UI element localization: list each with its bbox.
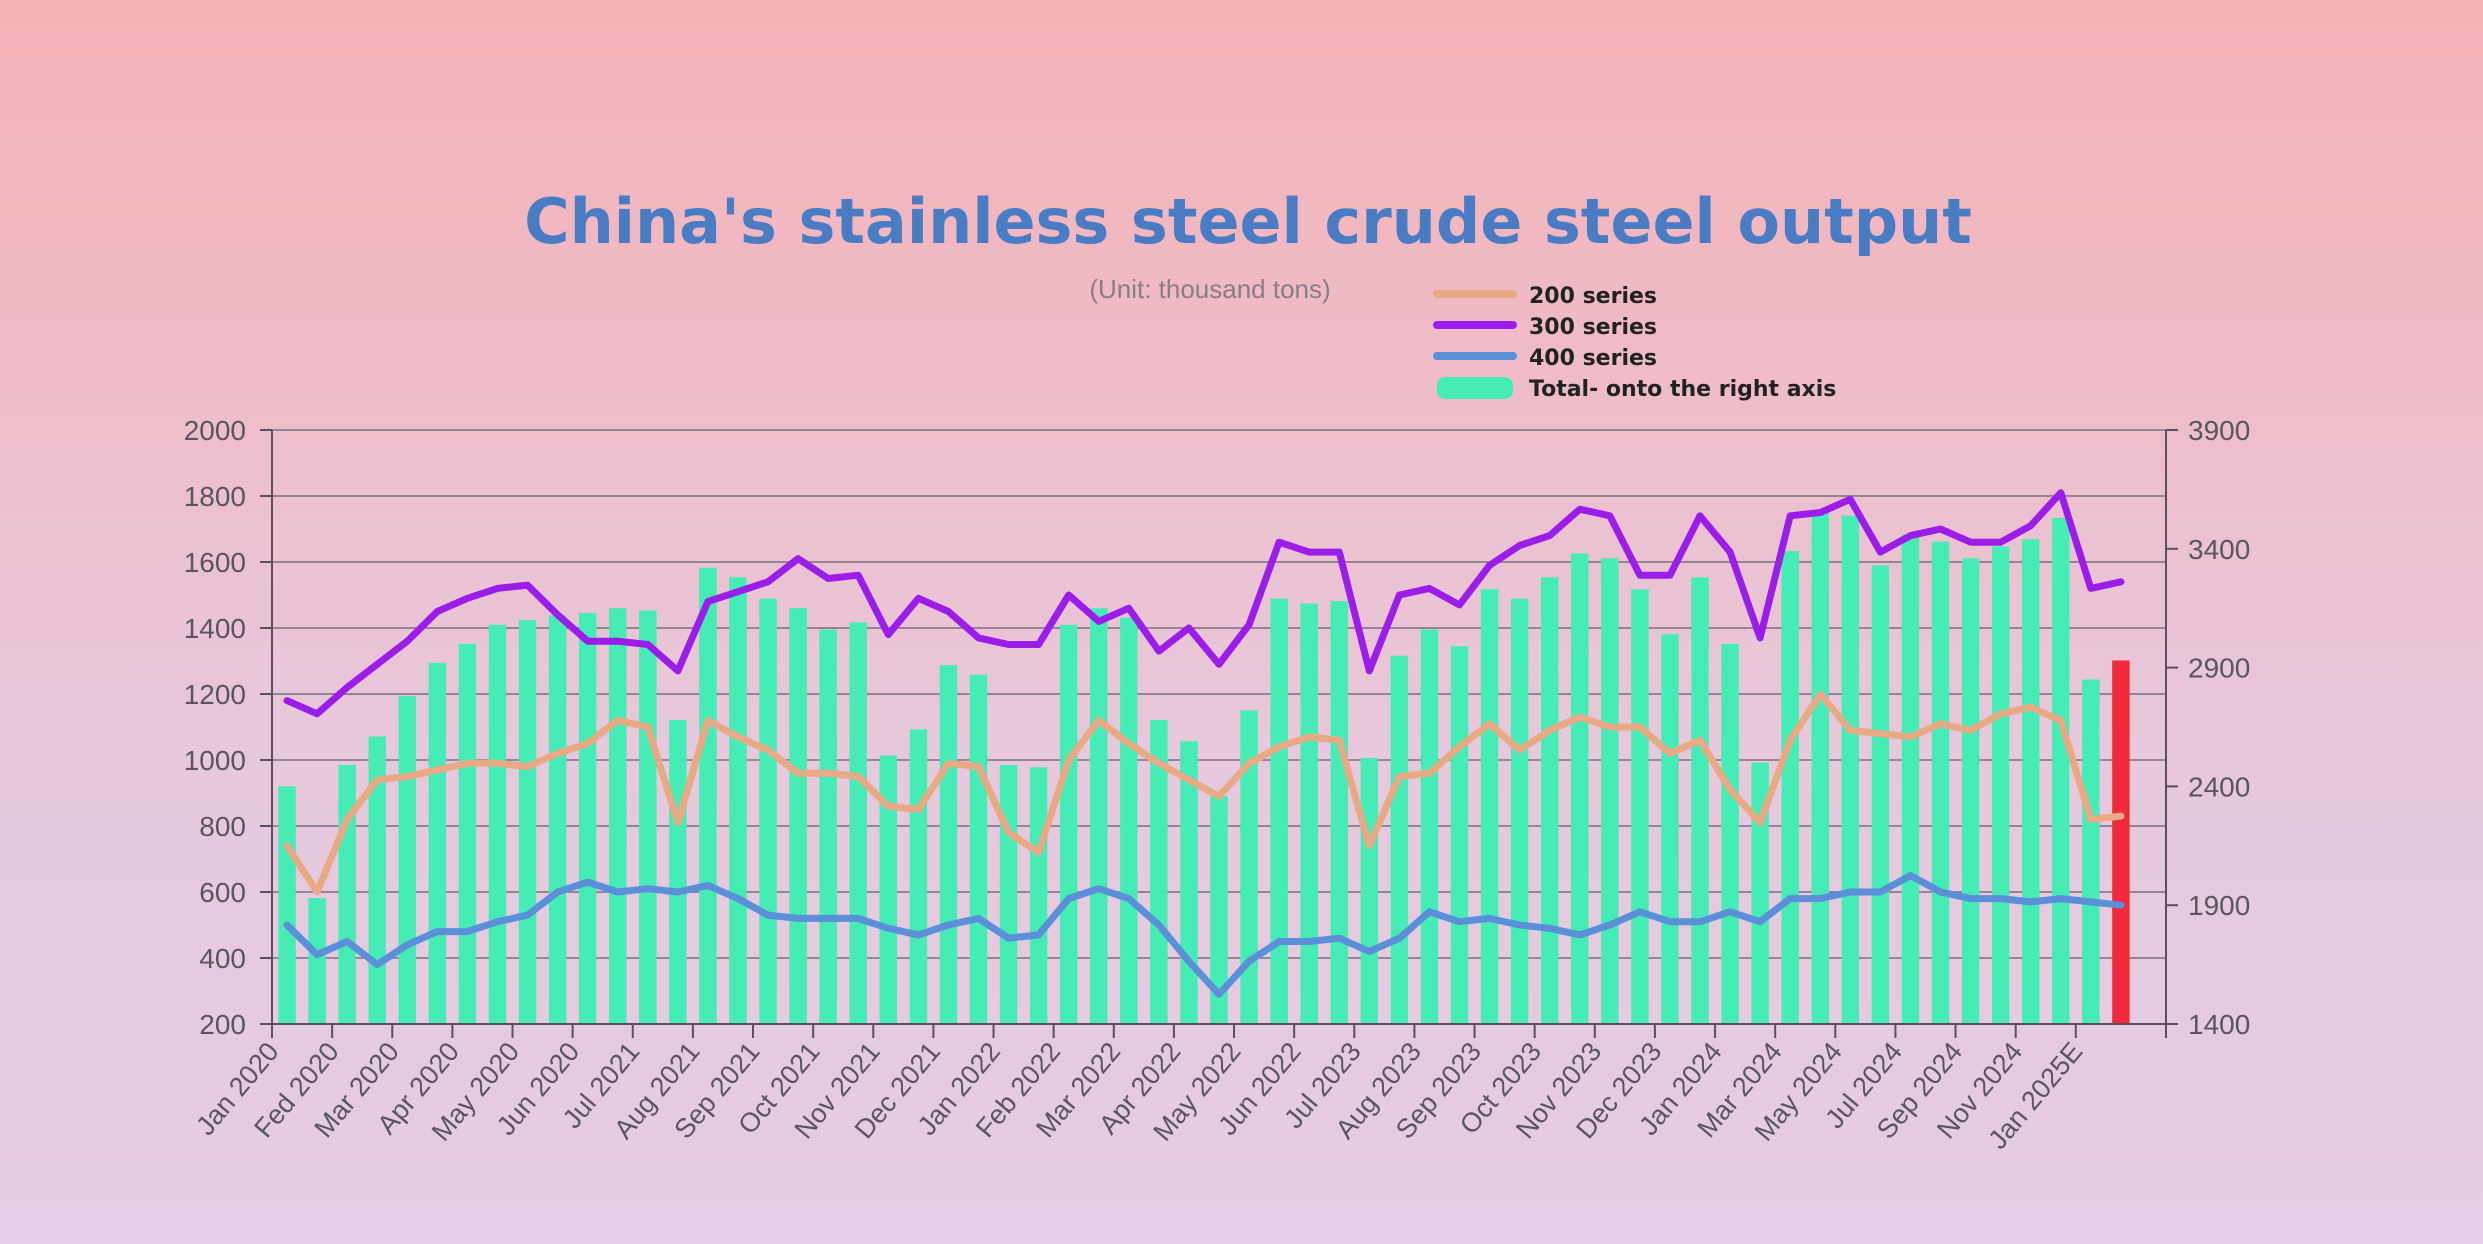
legend-label-400: 400 series xyxy=(1529,346,1657,371)
line-300-series xyxy=(283,489,2125,718)
left-axis-ticks: 200 400 600 800 1000 1200 1400 1600 1800 2000 xyxy=(184,415,246,1040)
bar-total xyxy=(729,577,747,1024)
bar-total xyxy=(1781,551,1799,1024)
bar-total xyxy=(398,696,417,1024)
bar-total xyxy=(1601,558,1619,1024)
bar-total xyxy=(1631,589,1649,1024)
bar-total xyxy=(428,662,447,1024)
left-tick-label: 400 xyxy=(199,943,246,974)
bar-total xyxy=(1120,617,1138,1024)
bar-total xyxy=(368,736,386,1024)
bar-total xyxy=(1330,601,1348,1024)
bar-total xyxy=(1510,598,1529,1024)
line-400-series xyxy=(283,872,2125,998)
legend-label-300: 300 series xyxy=(1529,315,1657,340)
bar-total xyxy=(1150,719,1168,1024)
right-tick-label: 1400 xyxy=(2188,1009,2250,1040)
bar-total xyxy=(2082,679,2100,1024)
bar-total xyxy=(458,643,477,1024)
bar-total xyxy=(1029,767,1048,1024)
right-axis-ticks: 1400 1900 2400 2900 3400 3900 xyxy=(2188,415,2250,1040)
bar-total xyxy=(308,898,326,1024)
bar-total xyxy=(1450,646,1469,1024)
bar-total xyxy=(1661,634,1679,1024)
bar-total xyxy=(1360,757,1379,1024)
left-tick-label: 1400 xyxy=(184,613,246,644)
left-tick-label: 600 xyxy=(199,877,246,908)
series-lines xyxy=(283,489,2125,998)
axes xyxy=(260,429,2178,1038)
legend-label-200: 200 series xyxy=(1529,284,1657,309)
bar-total xyxy=(1420,629,1439,1024)
line-200-series xyxy=(283,690,2125,896)
bar-total xyxy=(999,765,1018,1024)
bar-total xyxy=(1931,541,1950,1024)
bar-total xyxy=(1841,515,1860,1024)
right-tick-label: 1900 xyxy=(2188,890,2250,921)
bar-total xyxy=(1390,655,1409,1024)
legend: 200 series 300 series 400 series Total- … xyxy=(1433,284,1836,402)
bar-total xyxy=(1240,710,1258,1024)
bar-total xyxy=(1721,643,1739,1024)
bar-total xyxy=(1540,577,1559,1024)
bar-total xyxy=(2021,539,2040,1024)
bar-total xyxy=(518,620,537,1024)
legend-swatch-total xyxy=(1437,377,1513,399)
chart-subtitle: (Unit: thousand tons) xyxy=(1089,274,1330,304)
left-tick-label: 1200 xyxy=(184,679,246,710)
bar-total xyxy=(338,765,356,1024)
bar-total xyxy=(699,567,717,1024)
bar-total-estimate xyxy=(2112,660,2130,1024)
left-tick-label: 1000 xyxy=(184,745,246,776)
bar-total xyxy=(939,665,958,1024)
bar-total xyxy=(1961,558,1980,1024)
left-tick-label: 2000 xyxy=(184,415,246,446)
bars xyxy=(278,513,2130,1024)
bar-total xyxy=(1059,624,1078,1024)
bar-total xyxy=(759,598,777,1024)
bar-total xyxy=(609,608,627,1024)
bar-total xyxy=(1090,608,1108,1024)
left-tick-label: 1800 xyxy=(184,481,246,512)
bar-total xyxy=(1571,553,1589,1024)
left-tick-label: 800 xyxy=(199,811,246,842)
left-tick-label: 1600 xyxy=(184,547,246,578)
legend-label-total: Total- onto the right axis xyxy=(1529,377,1836,402)
bar-total xyxy=(1300,603,1318,1024)
chart-title: China's stainless steel crude steel outp… xyxy=(524,185,1972,258)
bar-total xyxy=(669,719,687,1024)
bar-total xyxy=(909,729,928,1024)
bar-total xyxy=(1991,546,2010,1024)
bar-total xyxy=(278,786,296,1024)
bar-total xyxy=(1901,534,1920,1024)
left-tick-label: 200 xyxy=(199,1009,246,1040)
bar-total xyxy=(789,608,807,1024)
right-tick-label: 3900 xyxy=(2188,415,2250,446)
bar-total xyxy=(2052,517,2070,1024)
bar-total xyxy=(639,610,657,1024)
bar-total xyxy=(1480,589,1499,1024)
bar-total xyxy=(1691,577,1709,1024)
bar-total xyxy=(879,755,898,1024)
bar-total xyxy=(969,674,988,1024)
bar-total xyxy=(1210,795,1228,1024)
right-tick-label: 2400 xyxy=(2188,771,2250,802)
bar-total xyxy=(1270,598,1288,1024)
bar-total xyxy=(1871,565,1890,1024)
right-tick-label: 2900 xyxy=(2188,653,2250,684)
right-tick-label: 3400 xyxy=(2188,534,2250,565)
bar-total xyxy=(548,615,567,1024)
bar-total xyxy=(819,629,837,1024)
bar-total xyxy=(488,624,507,1024)
bar-total xyxy=(578,612,597,1024)
bar-total xyxy=(849,622,867,1024)
bar-total xyxy=(1751,762,1769,1024)
bar-total xyxy=(1811,513,1829,1024)
